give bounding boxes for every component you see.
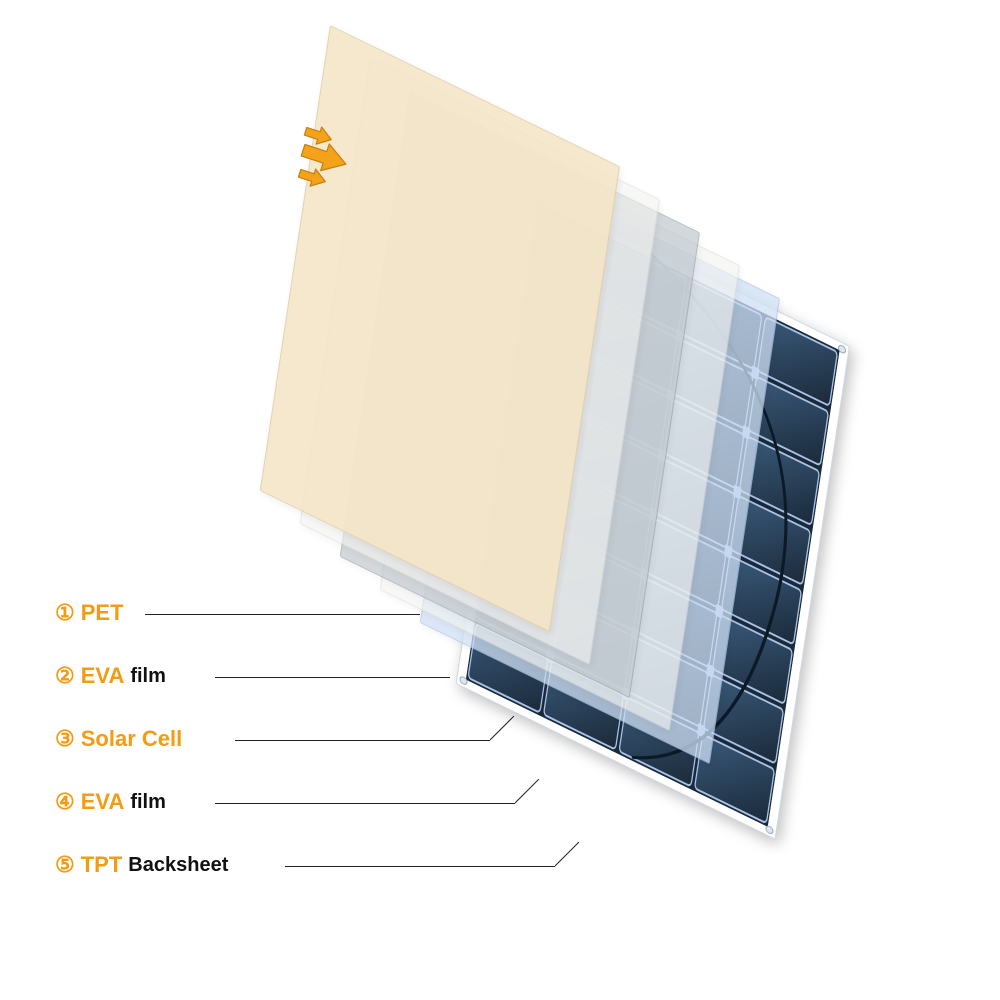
legend-label-sub: film bbox=[130, 791, 166, 814]
legend-number: ② bbox=[55, 663, 75, 689]
legend-item-4: ④ EVA film bbox=[55, 789, 166, 815]
leader-diag-4 bbox=[515, 779, 541, 805]
legend-number: ① bbox=[55, 600, 75, 626]
legend-label-main: EVA bbox=[81, 663, 125, 689]
legend-number: ⑤ bbox=[55, 852, 75, 878]
legend-item-3: ③ Solar Cell bbox=[55, 726, 182, 752]
legend-label-main: PET bbox=[81, 600, 124, 626]
legend-number: ③ bbox=[55, 726, 75, 752]
legend-item-2: ② EVA film bbox=[55, 663, 166, 689]
legend-label-main: Solar Cell bbox=[81, 726, 182, 752]
legend-label-main: EVA bbox=[81, 789, 125, 815]
legend-label-main: TPT bbox=[81, 852, 123, 878]
leader-line-5 bbox=[285, 866, 555, 867]
legend-label-sub: Backsheet bbox=[128, 854, 228, 877]
leader-diag-3 bbox=[490, 716, 516, 742]
leader-diag-5 bbox=[555, 842, 581, 868]
leader-line-2 bbox=[215, 677, 450, 678]
legend-number: ④ bbox=[55, 789, 75, 815]
leader-line-1 bbox=[145, 614, 420, 615]
sunlight-arrows-icon bbox=[297, 125, 367, 200]
legend-item-5: ⑤ TPT Backsheet bbox=[55, 852, 228, 878]
legend-label-sub: film bbox=[130, 665, 166, 688]
leader-line-3 bbox=[235, 740, 490, 741]
legend-item-1: ① PET bbox=[55, 600, 124, 626]
diagram-stage: ① PET ② EVA film ③ Solar Cell ④ EVA film bbox=[0, 0, 1000, 1000]
leader-line-4 bbox=[215, 803, 515, 804]
